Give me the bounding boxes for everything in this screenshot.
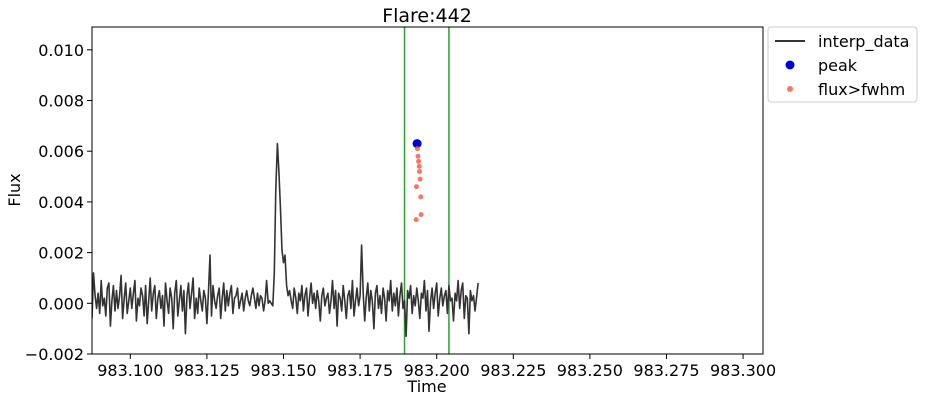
flux-fwhm-point [417, 176, 423, 182]
x-axis-label: Time [406, 377, 446, 396]
x-tick-label: 983.300 [710, 361, 776, 380]
y-tick-label: 0.008 [38, 92, 84, 111]
flux-fwhm-point [418, 194, 424, 200]
y-tick-label: 0.000 [38, 294, 84, 313]
x-tick-label: 983.125 [174, 361, 240, 380]
legend-fwhm-swatch [787, 86, 793, 92]
legend: interp_data peak flux>fwhm [767, 26, 918, 103]
x-tick-label: 983.250 [557, 361, 623, 380]
y-tick-label: 0.010 [38, 41, 84, 60]
plot-frame [91, 26, 764, 355]
chart-title: Flare:442 [382, 5, 472, 27]
legend-peak-swatch [785, 60, 795, 70]
x-tick-label: 983.100 [97, 361, 163, 380]
legend-label-interp-data: interp_data [818, 32, 909, 52]
flux-fwhm-series [413, 146, 424, 223]
flux-fwhm-point [417, 168, 423, 174]
y-tick-label: 0.006 [38, 142, 84, 161]
y-axis: −0.002 0.000 0.002 0.004 0.006 0.008 0.010 [25, 41, 92, 364]
x-tick-label: 983.275 [633, 361, 699, 380]
interp-data-series [92, 142, 479, 338]
x-tick-label: 983.150 [250, 361, 316, 380]
flux-fwhm-point [413, 217, 419, 223]
y-axis-label: Flux [5, 173, 24, 206]
y-tick-label: 0.002 [38, 244, 84, 263]
y-tick-label: 0.004 [38, 193, 84, 212]
peak-series [412, 139, 422, 149]
x-tick-label: 983.225 [480, 361, 546, 380]
peak-point [412, 139, 422, 149]
flux-fwhm-point [413, 184, 419, 190]
legend-label-flux-fwhm: flux>fwhm [818, 80, 905, 99]
x-tick-label: 983.200 [404, 361, 470, 380]
flux-fwhm-point [414, 146, 420, 152]
legend-label-peak: peak [818, 56, 858, 75]
x-axis: 983.100 983.125 983.150 983.175 983.200 983.2… [97, 354, 776, 380]
flux-fwhm-point [415, 153, 421, 159]
flux-fwhm-point [418, 212, 424, 218]
flux-fwhm-point [416, 163, 422, 169]
interp-data-line [92, 142, 479, 338]
x-tick-label: 983.175 [327, 361, 393, 380]
y-tick-label: −0.002 [25, 345, 84, 364]
legend-frame [767, 26, 918, 103]
flux-fwhm-point [416, 158, 422, 164]
